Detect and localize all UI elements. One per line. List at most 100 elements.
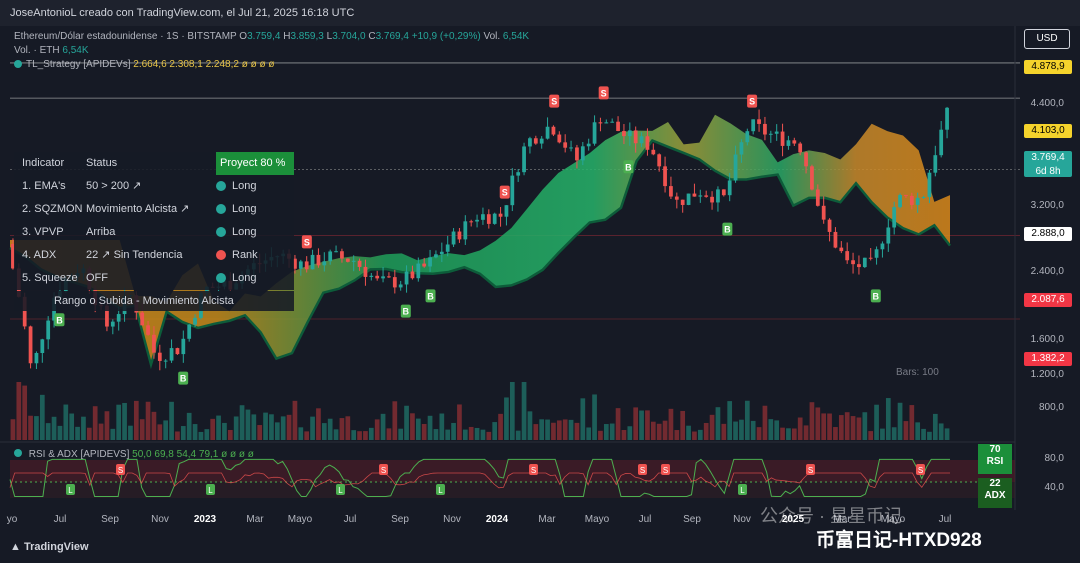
candle-body (345, 258, 350, 262)
buy-marker: B (178, 371, 189, 385)
col-status: Status (86, 157, 118, 169)
marker-label: S (663, 466, 668, 475)
volume-bar (345, 416, 351, 440)
candle-body (422, 263, 427, 267)
volume-bar (791, 428, 797, 440)
marker-label: S (640, 466, 645, 475)
signal-text: Long (232, 272, 257, 284)
candle-body (522, 146, 526, 173)
volume-bar (545, 419, 550, 440)
volume-bar (592, 394, 597, 440)
volume-bar (157, 424, 163, 440)
volume-bar (621, 429, 627, 440)
sell-marker: S (549, 94, 560, 108)
volume-bar (386, 428, 392, 440)
time-tick: Jul (343, 514, 357, 525)
candle-body (428, 257, 432, 267)
volume-bar (69, 413, 75, 440)
candle-body (357, 260, 362, 267)
volume-bar (480, 429, 486, 440)
candle-body (821, 205, 826, 220)
candle-body (798, 143, 803, 153)
marker-label: B (180, 374, 187, 384)
volume-bar (10, 419, 16, 440)
candle-body (904, 194, 908, 196)
candle-body (175, 348, 180, 355)
candle-body (598, 122, 603, 124)
volume-bar (316, 408, 321, 440)
volume-bars (10, 382, 950, 440)
candle-body (475, 219, 479, 222)
candle-body (763, 123, 767, 135)
candle-body (316, 254, 321, 266)
time-tick: Nov (443, 514, 461, 525)
volume-bar (16, 382, 22, 440)
signal-dot-icon (216, 181, 226, 192)
candle-body (768, 133, 773, 135)
time-tick: Jul (53, 514, 67, 525)
volume-bar (128, 425, 133, 440)
signal-text: Long (232, 203, 257, 215)
volume-bar (75, 426, 80, 440)
volume-bar (615, 408, 621, 440)
candle-body (152, 334, 156, 353)
volume-bar (521, 382, 527, 440)
volume-bar (603, 424, 609, 440)
strategy-name[interactable]: TL_Strategy [APIDEVs] (26, 59, 131, 70)
candle-body (716, 189, 720, 203)
volume-bar (139, 419, 145, 440)
candle-body (334, 251, 338, 253)
volume-bar (39, 394, 45, 440)
candle-body (622, 131, 626, 137)
volume-bar (533, 424, 539, 440)
candle-body (645, 136, 650, 150)
volume-bar (257, 425, 263, 440)
volume-bar (122, 402, 127, 440)
candle-body (886, 227, 891, 244)
candle-body (140, 312, 145, 326)
price-tick: 4.400,0 (1030, 98, 1064, 109)
volume-bar (556, 420, 562, 440)
time-tick: 2023 (193, 514, 217, 525)
volume-bar (392, 401, 398, 440)
symbol-title[interactable]: Ethereum/Dólar estadounidense · 1S · BIT… (14, 31, 237, 42)
volume-bar (697, 429, 703, 440)
rsi-overbought-zone (10, 460, 1015, 482)
change-value: +10,9 (+0,29%) (411, 31, 481, 42)
candle-body (169, 348, 174, 361)
candle-body (898, 194, 902, 208)
ema-200-line (9, 139, 951, 370)
candle-body (880, 243, 885, 250)
candle-body (674, 196, 679, 200)
candle-body (657, 154, 662, 167)
volume-bar (169, 401, 174, 440)
candle-body (780, 131, 785, 146)
volume-bar (927, 431, 932, 440)
volume-bar (527, 411, 533, 440)
candle-body (686, 193, 691, 205)
volume-bar (815, 407, 821, 440)
volume-line-value: 6,54K (62, 45, 89, 56)
candle-body (340, 251, 344, 259)
price-label: 4.878,9 (1024, 60, 1072, 74)
volume-bar (321, 423, 327, 440)
tradingview-logo[interactable]: ▲ TradingView (10, 541, 89, 553)
rsi-legend: RSI & ADX [APIDEVS] 50,0 69,8 54,4 79,1 … (14, 449, 254, 460)
sell-marker: S (598, 86, 609, 100)
candle-body (933, 155, 938, 173)
currency-button[interactable]: USD (1024, 29, 1070, 49)
candle-body (751, 119, 756, 132)
candle-body (304, 261, 309, 270)
volume-bar (739, 419, 744, 440)
volume-bar (227, 429, 233, 440)
rsi-panel: L L L L L S S S S S S S (9, 458, 1015, 498)
rsi-values: 50,0 69,8 54,4 79,1 ø ø ø ø (132, 449, 254, 460)
time-tick: Sep (101, 514, 119, 525)
volume-bar (298, 427, 304, 440)
rsi-title[interactable]: RSI & ADX [APIDEVS] (28, 449, 130, 460)
marker-label: L (208, 486, 213, 495)
candle-body (516, 172, 521, 176)
volume-bar (827, 413, 832, 440)
candle-body (909, 195, 914, 205)
indicator-status: Movimiento Alcista ↗ (86, 203, 190, 215)
